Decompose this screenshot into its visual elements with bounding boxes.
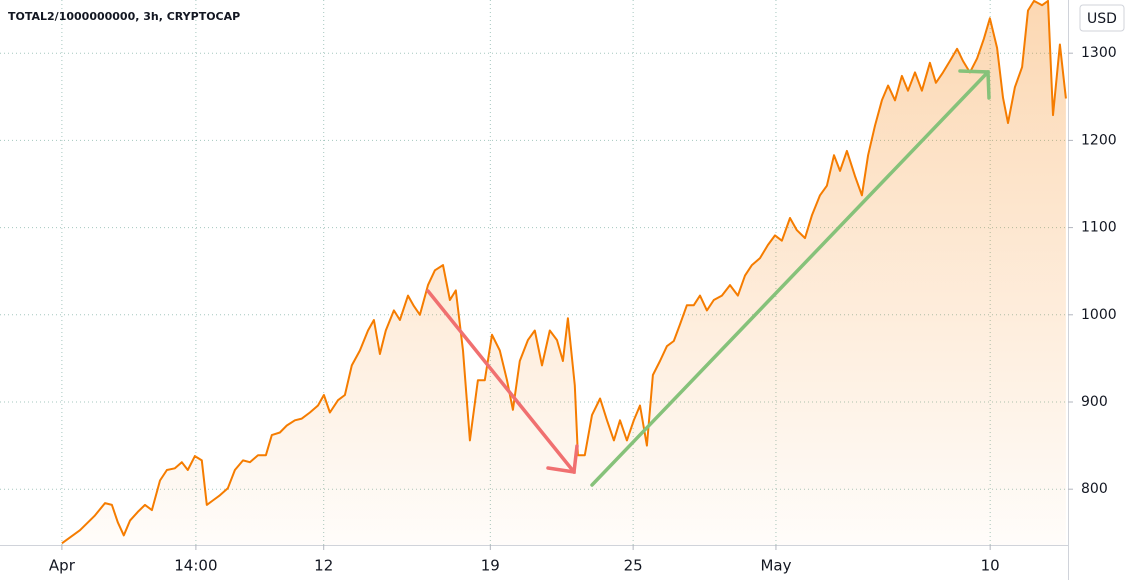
x-tick-label: 25 — [624, 557, 643, 575]
x-tick-label: 19 — [481, 557, 500, 575]
area-fill — [61, 0, 1066, 545]
y-tick-label: 1000 — [1081, 307, 1117, 323]
currency-label[interactable]: USD — [1087, 11, 1117, 27]
currency-button[interactable] — [1079, 4, 1125, 32]
y-tick-label: 1200 — [1081, 132, 1117, 148]
x-tick-label: 10 — [981, 557, 1000, 575]
y-tick-label: 1300 — [1081, 45, 1117, 61]
chart-title: TOTAL2/1000000000, 3h, CRYPTOCAP — [8, 10, 240, 23]
price-line — [61, 0, 1067, 545]
x-tick-label: 12 — [314, 557, 333, 575]
y-tick-label: 900 — [1081, 394, 1108, 410]
y-tick-label: 1100 — [1081, 220, 1117, 236]
green-arrow — [590, 69, 991, 487]
x-tick-label: May — [760, 557, 791, 575]
red-arrow — [426, 289, 579, 475]
y-tick-label: 800 — [1081, 481, 1108, 497]
x-tick-label: 14:00 — [174, 557, 217, 575]
x-tick-label: Apr — [49, 557, 76, 575]
